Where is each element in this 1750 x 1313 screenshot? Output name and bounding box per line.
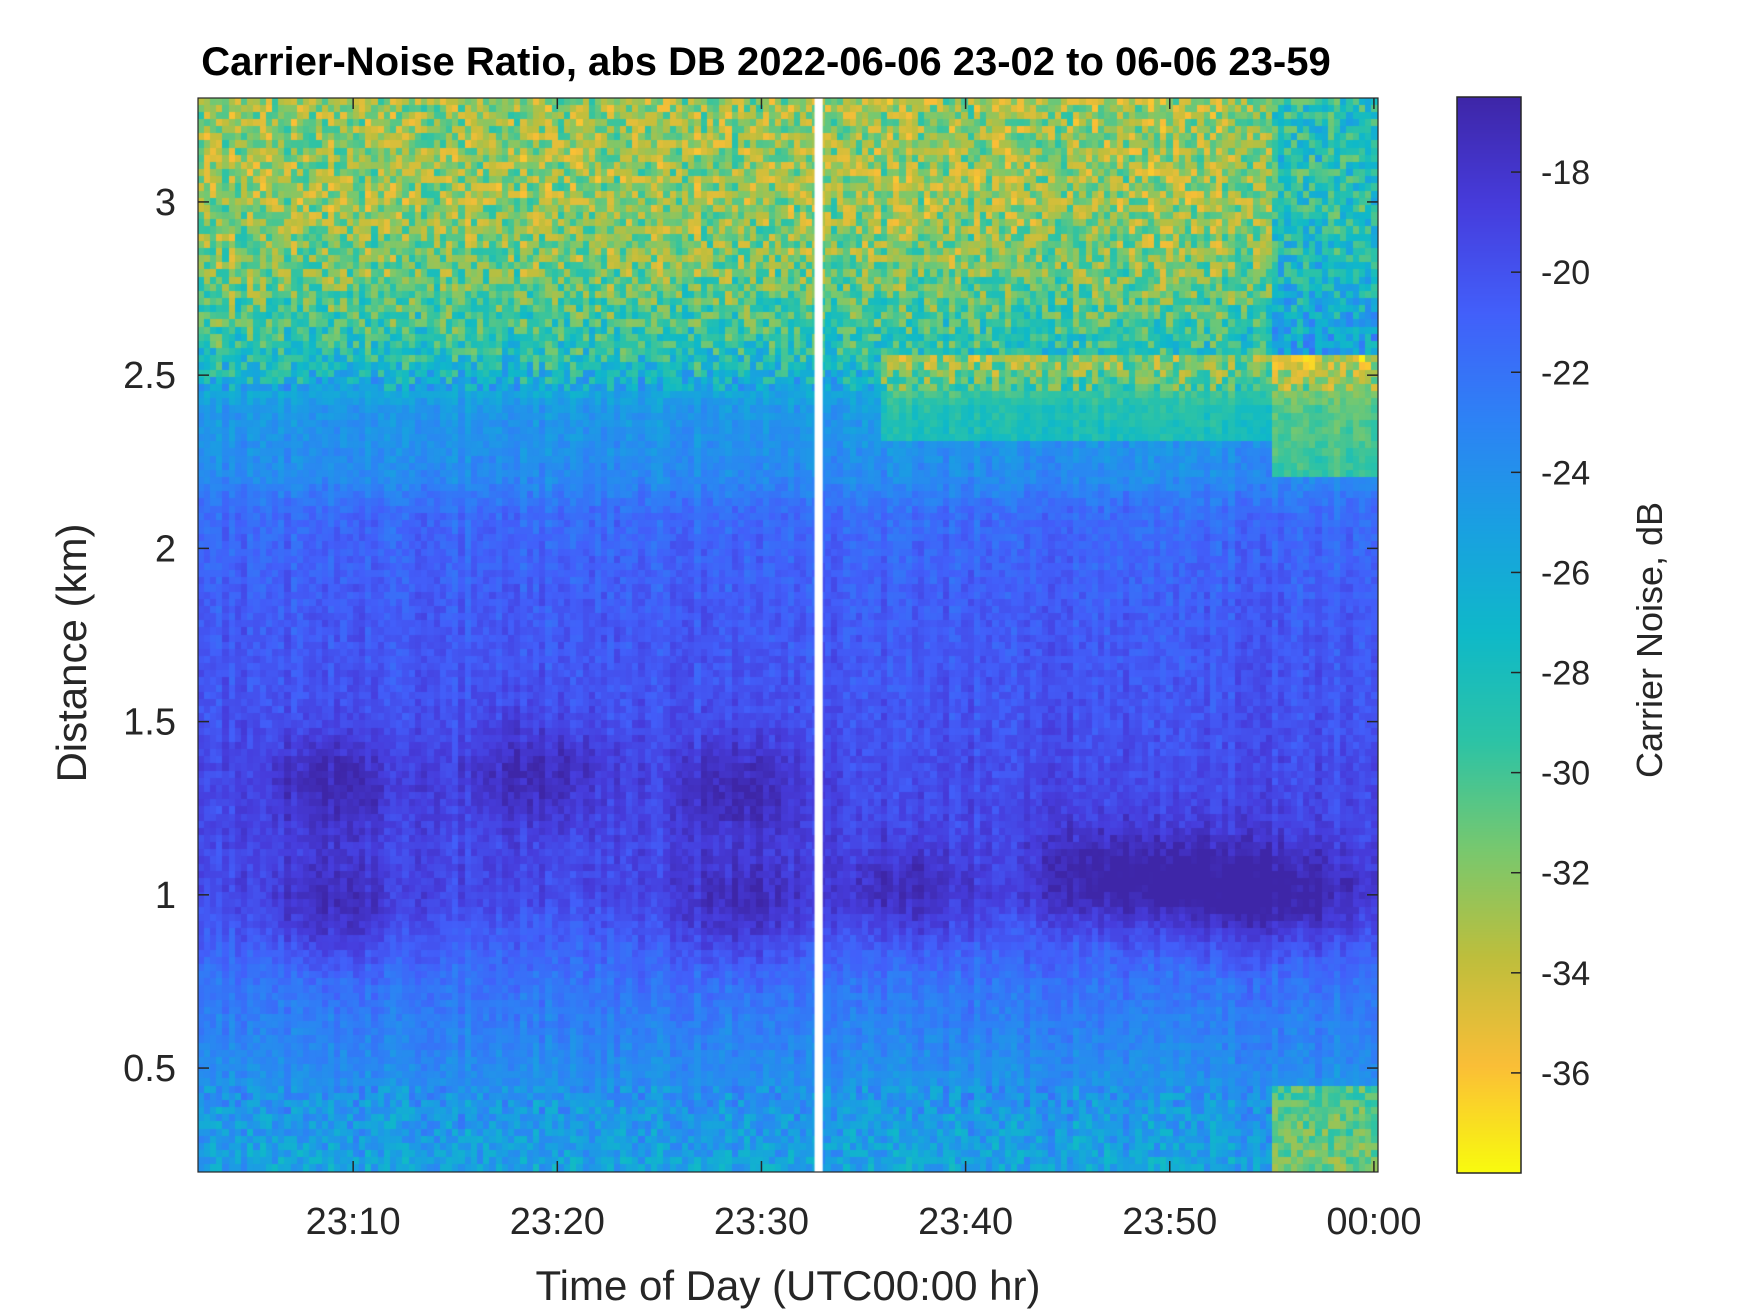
x-tick-label: 00:00	[1326, 1201, 1421, 1243]
colorbar-tick-label: -24	[1541, 454, 1590, 492]
y-axis-label: Distance (km)	[48, 523, 95, 783]
y-tick-label: 1.5	[123, 702, 176, 744]
x-tick-label: 23:30	[714, 1201, 809, 1243]
colorbar-frame	[1456, 96, 1522, 1174]
colorbar-tick-label: -28	[1541, 655, 1590, 693]
colorbar-label: Carrier Noise, dB	[1629, 501, 1670, 779]
x-tick-label: 23:20	[510, 1201, 605, 1243]
x-tick-label: 23:40	[918, 1201, 1013, 1243]
x-axis-label: Time of Day (UTC00:00 hr)	[535, 1262, 1041, 1309]
colorbar-tick-label: -30	[1541, 755, 1590, 793]
y-tick-label: 0.5	[123, 1048, 176, 1090]
colorbar-tick-label: -18	[1541, 154, 1590, 192]
y-tick-label: 2.5	[123, 355, 176, 397]
colorbar-tick-label: -34	[1541, 955, 1590, 993]
x-tick-label: 23:50	[1122, 1201, 1217, 1243]
y-tick-label: 3	[155, 182, 176, 224]
colorbar-tick-label: -36	[1541, 1055, 1590, 1093]
colorbar-tick-label: -32	[1541, 855, 1590, 893]
colorbar-tick-label: -20	[1541, 254, 1590, 292]
heatmap-canvas	[198, 98, 1378, 1172]
colorbar-canvas	[1457, 97, 1521, 1173]
y-tick-label: 1	[155, 875, 176, 917]
y-tick-label: 2	[155, 528, 176, 570]
colorbar-tick-label: -22	[1541, 354, 1590, 392]
x-tick-label: 23:10	[306, 1201, 401, 1243]
colorbar-tick-label: -26	[1541, 554, 1590, 592]
chart-title: Carrier-Noise Ratio, abs DB 2022-06-06 2…	[201, 40, 1331, 84]
plot-frame	[197, 97, 1379, 1173]
